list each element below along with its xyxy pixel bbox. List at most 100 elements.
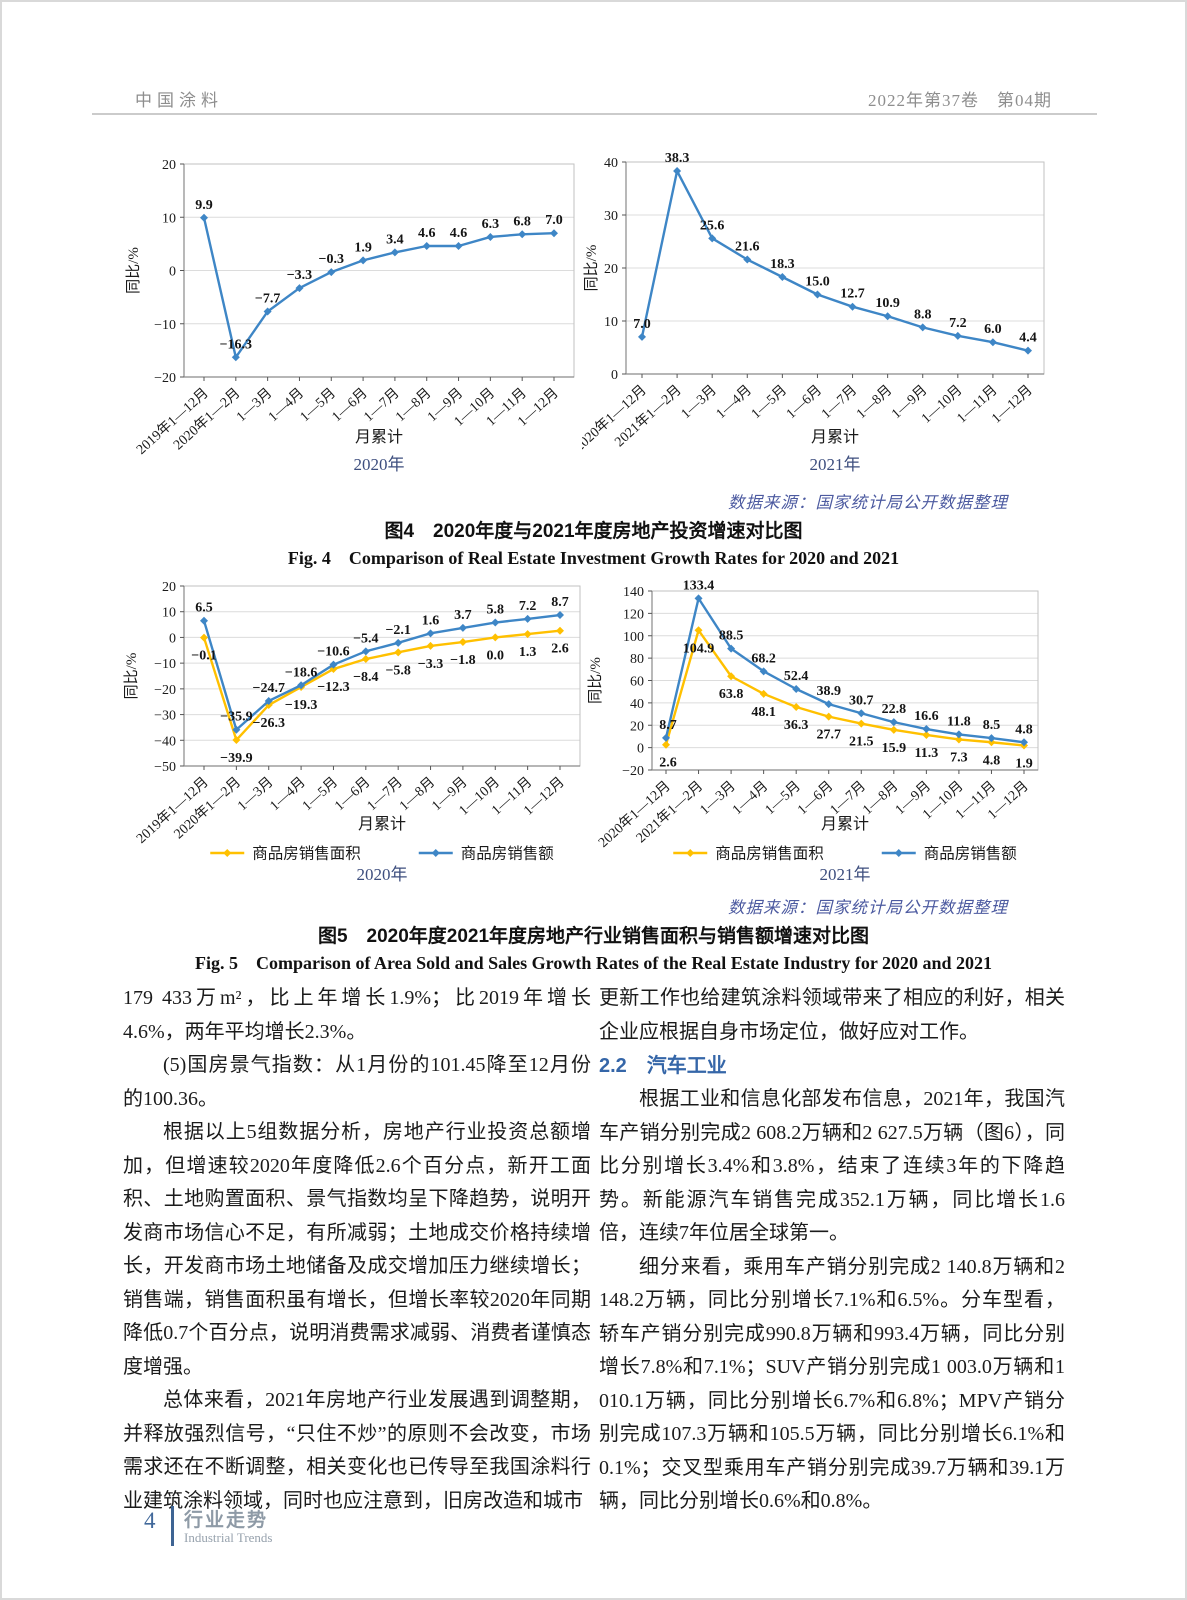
svg-text:10: 10 [604,315,618,330]
svg-text:1—7月: 1—7月 [361,385,403,425]
svg-text:−10: −10 [154,318,176,333]
svg-text:30.7: 30.7 [849,693,874,708]
svg-text:4.8: 4.8 [983,753,1001,768]
svg-text:4.6: 4.6 [450,226,468,241]
chart-investment-growth-2021: 40 30 20 10 0 2020年1—12月 2021年1—2月 1—3月 1—4月 1—5月… [571,142,1059,482]
svg-text:−35.9: −35.9 [220,710,252,725]
footer-divider-bar [171,1506,174,1546]
svg-text:−8.4: −8.4 [353,670,378,685]
svg-text:2021年: 2021年 [820,865,871,884]
svg-text:133.4: 133.4 [683,578,715,593]
svg-text:6.3: 6.3 [482,217,500,232]
svg-text:−2.1: −2.1 [385,623,410,638]
svg-text:5.8: 5.8 [487,603,505,618]
body-column-left: 179 433万m²，比上年增长1.9%；比2019年增长4.6%，两年平均增长… [123,982,591,1518]
svg-text:−1.8: −1.8 [450,653,475,668]
svg-text:−0.1: −0.1 [191,649,216,664]
svg-text:商品房销售额: 商品房销售额 [924,845,1018,863]
svg-text:4.4: 4.4 [1019,331,1037,346]
svg-text:0.0: 0.0 [487,648,505,663]
svg-text:1—5月: 1—5月 [762,778,804,818]
svg-text:1—8月: 1—8月 [860,778,902,818]
svg-text:2.6: 2.6 [659,756,677,771]
svg-text:3.7: 3.7 [454,608,472,623]
svg-text:同比/%: 同比/% [125,247,142,294]
svg-text:2021年: 2021年 [810,455,861,474]
svg-text:−30: −30 [154,709,176,724]
svg-text:22.8: 22.8 [882,702,907,717]
svg-text:1—6月: 1—6月 [332,774,374,814]
svg-text:1—6月: 1—6月 [783,382,825,422]
svg-text:3.4: 3.4 [386,232,404,247]
svg-text:4.6: 4.6 [418,226,436,241]
svg-text:1—6月: 1—6月 [329,385,371,425]
svg-text:1—4月: 1—4月 [713,382,755,422]
svg-text:11.3: 11.3 [914,746,938,761]
svg-text:−24.7: −24.7 [252,681,284,696]
svg-text:38.3: 38.3 [665,151,690,166]
svg-text:6.8: 6.8 [513,214,531,229]
journal-title: 中国涂料 [135,91,223,110]
figure5-caption-en: Fig. 5 Comparison of Area Sold and Sales… [194,953,993,973]
paragraph: (5)国房景气指数：从1月份的101.45降至12月份的100.36。 [123,1054,591,1110]
svg-text:0: 0 [611,368,618,383]
svg-text:−40: −40 [154,734,176,749]
svg-text:10.9: 10.9 [875,296,900,311]
svg-text:−10: −10 [154,657,176,672]
svg-text:月累计: 月累计 [821,815,869,833]
svg-text:8.7: 8.7 [551,595,569,610]
svg-text:10: 10 [162,211,176,226]
svg-text:−10.6: −10.6 [317,645,349,660]
svg-text:52.4: 52.4 [784,669,809,684]
svg-text:68.2: 68.2 [751,651,776,666]
svg-text:15.0: 15.0 [805,275,830,290]
svg-text:20: 20 [630,719,644,734]
svg-text:10: 10 [162,606,176,621]
paragraph: 更新工作也给建筑涂料领域带来了相应的利好，相关企业应根据自身市场定位，做好应对工… [599,987,1065,1043]
chart-housing-sales-2021: 140 120 100 80 60 40 20 0 −20 2020年1—12月 2021年1—2月… [582,565,1059,895]
svg-text:同比/%: 同比/% [123,653,140,700]
svg-text:20: 20 [162,580,176,595]
svg-text:48.1: 48.1 [751,705,776,720]
svg-text:月累计: 月累计 [355,428,403,446]
svg-text:−39.9: −39.9 [220,751,252,766]
svg-text:−19.3: −19.3 [285,698,317,713]
svg-text:8.8: 8.8 [914,307,932,322]
svg-text:1—8月: 1—8月 [392,385,434,425]
svg-text:同比/%: 同比/% [587,657,604,704]
svg-text:140: 140 [623,585,644,600]
svg-text:88.5: 88.5 [719,629,744,644]
svg-text:−20: −20 [154,683,176,698]
svg-text:63.8: 63.8 [719,687,744,702]
svg-text:1—8月: 1—8月 [853,382,895,422]
svg-text:9.9: 9.9 [195,198,213,213]
svg-text:1—4月: 1—4月 [267,774,309,814]
svg-text:100: 100 [623,630,644,645]
paragraph: 总体来看，2021年房地产行业发展遇到调整期，并释放强烈信号，“只住不炒”的原则… [123,1389,591,1512]
svg-text:7.2: 7.2 [949,316,967,331]
svg-text:−16.3: −16.3 [220,337,252,352]
svg-text:15.9: 15.9 [882,741,907,756]
svg-text:−26.3: −26.3 [252,716,284,731]
svg-text:−5.8: −5.8 [385,663,410,678]
issue-info: 2022年第37卷 第04期 [868,91,1052,110]
svg-text:120: 120 [623,607,644,622]
figure4-caption-en: Fig. 4 Comparison of Real Estate Investm… [287,548,900,568]
svg-text:1—5月: 1—5月 [297,385,339,425]
svg-text:2020年: 2020年 [354,455,405,474]
svg-text:36.3: 36.3 [784,718,809,733]
chart-investment-growth-2020: 20 10 0 −10 −20 2019年1—12月 2020年1—2月 1—3月 1—4月 1—… [122,142,587,482]
paragraph: 179 433万m²，比上年增长1.9%；比2019年增长4.6%，两年平均增长… [123,987,591,1043]
svg-text:40: 40 [604,156,618,171]
svg-text:21.5: 21.5 [849,735,874,750]
svg-text:25.6: 25.6 [700,218,725,233]
svg-text:−7.7: −7.7 [255,292,280,307]
figure4-caption-zh: 图4 2020年度与2021年度房地产投资增速对比图 [384,521,803,542]
paragraph: 根据以上5组数据分析，房地产行业投资总额增加，但增速较2020年度降低2.6个百… [123,1121,591,1378]
svg-text:月累计: 月累计 [358,815,406,833]
page-number: 4 [144,1508,156,1533]
svg-text:1—5月: 1—5月 [299,774,341,814]
svg-text:40: 40 [630,697,644,712]
svg-text:1—8月: 1—8月 [396,774,438,814]
svg-text:−18.6: −18.6 [285,665,317,680]
